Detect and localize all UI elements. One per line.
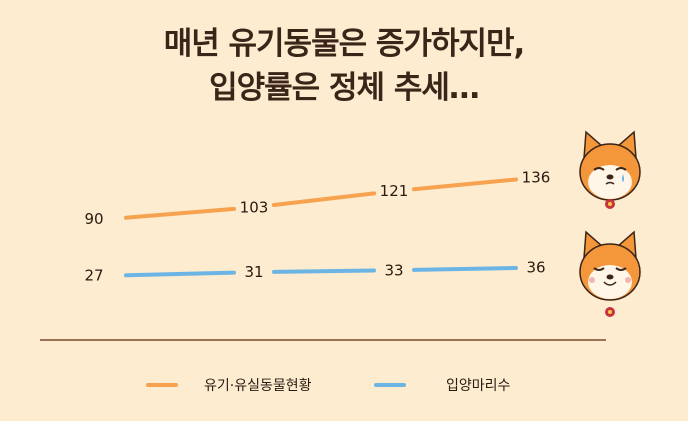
data-label: 33 [384,261,403,279]
series-0-segment [271,191,377,208]
data-label: 121 [380,182,409,200]
data-label: 136 [522,169,551,187]
series-0-segment [123,206,237,220]
data-label: 36 [526,259,545,277]
data-label: 31 [244,263,263,281]
series-1-segment [123,270,237,278]
series-1-segment [271,268,377,274]
series-0-segment [411,177,519,192]
crying-shiba-dog-icon [579,130,641,209]
data-label: 103 [240,198,269,216]
legend-swatch-blue [374,383,406,387]
legend-swatch-orange [146,383,178,387]
legend-item-abandoned: 유기·유실동물현황 [146,374,312,396]
data-label: 90 [84,210,103,228]
legend-label-abandoned: 유기·유실동물현황 [204,378,312,394]
legend-item-adoption: 입양마리수 [374,374,510,396]
title-line-1: 매년 유기동물은 증가하지만, [163,26,526,62]
smiling-shiba-dog-icon [579,230,641,317]
legend: 유기·유실동물현황 입양마리수 [0,374,688,396]
chart-title: 매년 유기동물은 증가하지만, 입양률은 정체 추세… [0,22,688,110]
title-line-2: 입양률은 정체 추세… [209,70,480,106]
legend-label-adoption: 입양마리수 [446,378,511,394]
series-1-segment [411,265,519,272]
data-label: 27 [84,267,103,285]
series-layer: 90 103 121 136 27 31 33 36 [84,169,550,285]
